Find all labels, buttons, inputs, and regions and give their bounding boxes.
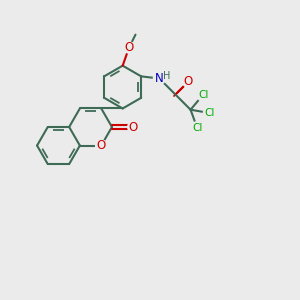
Circle shape bbox=[197, 88, 210, 101]
Text: N: N bbox=[155, 72, 164, 85]
Text: O: O bbox=[97, 139, 106, 152]
Circle shape bbox=[123, 42, 135, 53]
Text: Cl: Cl bbox=[192, 123, 202, 133]
Circle shape bbox=[203, 106, 217, 120]
Text: H: H bbox=[163, 70, 170, 80]
Text: Cl: Cl bbox=[198, 90, 208, 100]
Circle shape bbox=[191, 122, 204, 135]
Text: O: O bbox=[129, 121, 138, 134]
Text: Cl: Cl bbox=[205, 108, 215, 118]
Text: O: O bbox=[184, 75, 193, 88]
Circle shape bbox=[183, 76, 194, 87]
Circle shape bbox=[128, 122, 139, 133]
Circle shape bbox=[153, 73, 165, 85]
Circle shape bbox=[96, 140, 107, 151]
Text: O: O bbox=[124, 41, 134, 54]
